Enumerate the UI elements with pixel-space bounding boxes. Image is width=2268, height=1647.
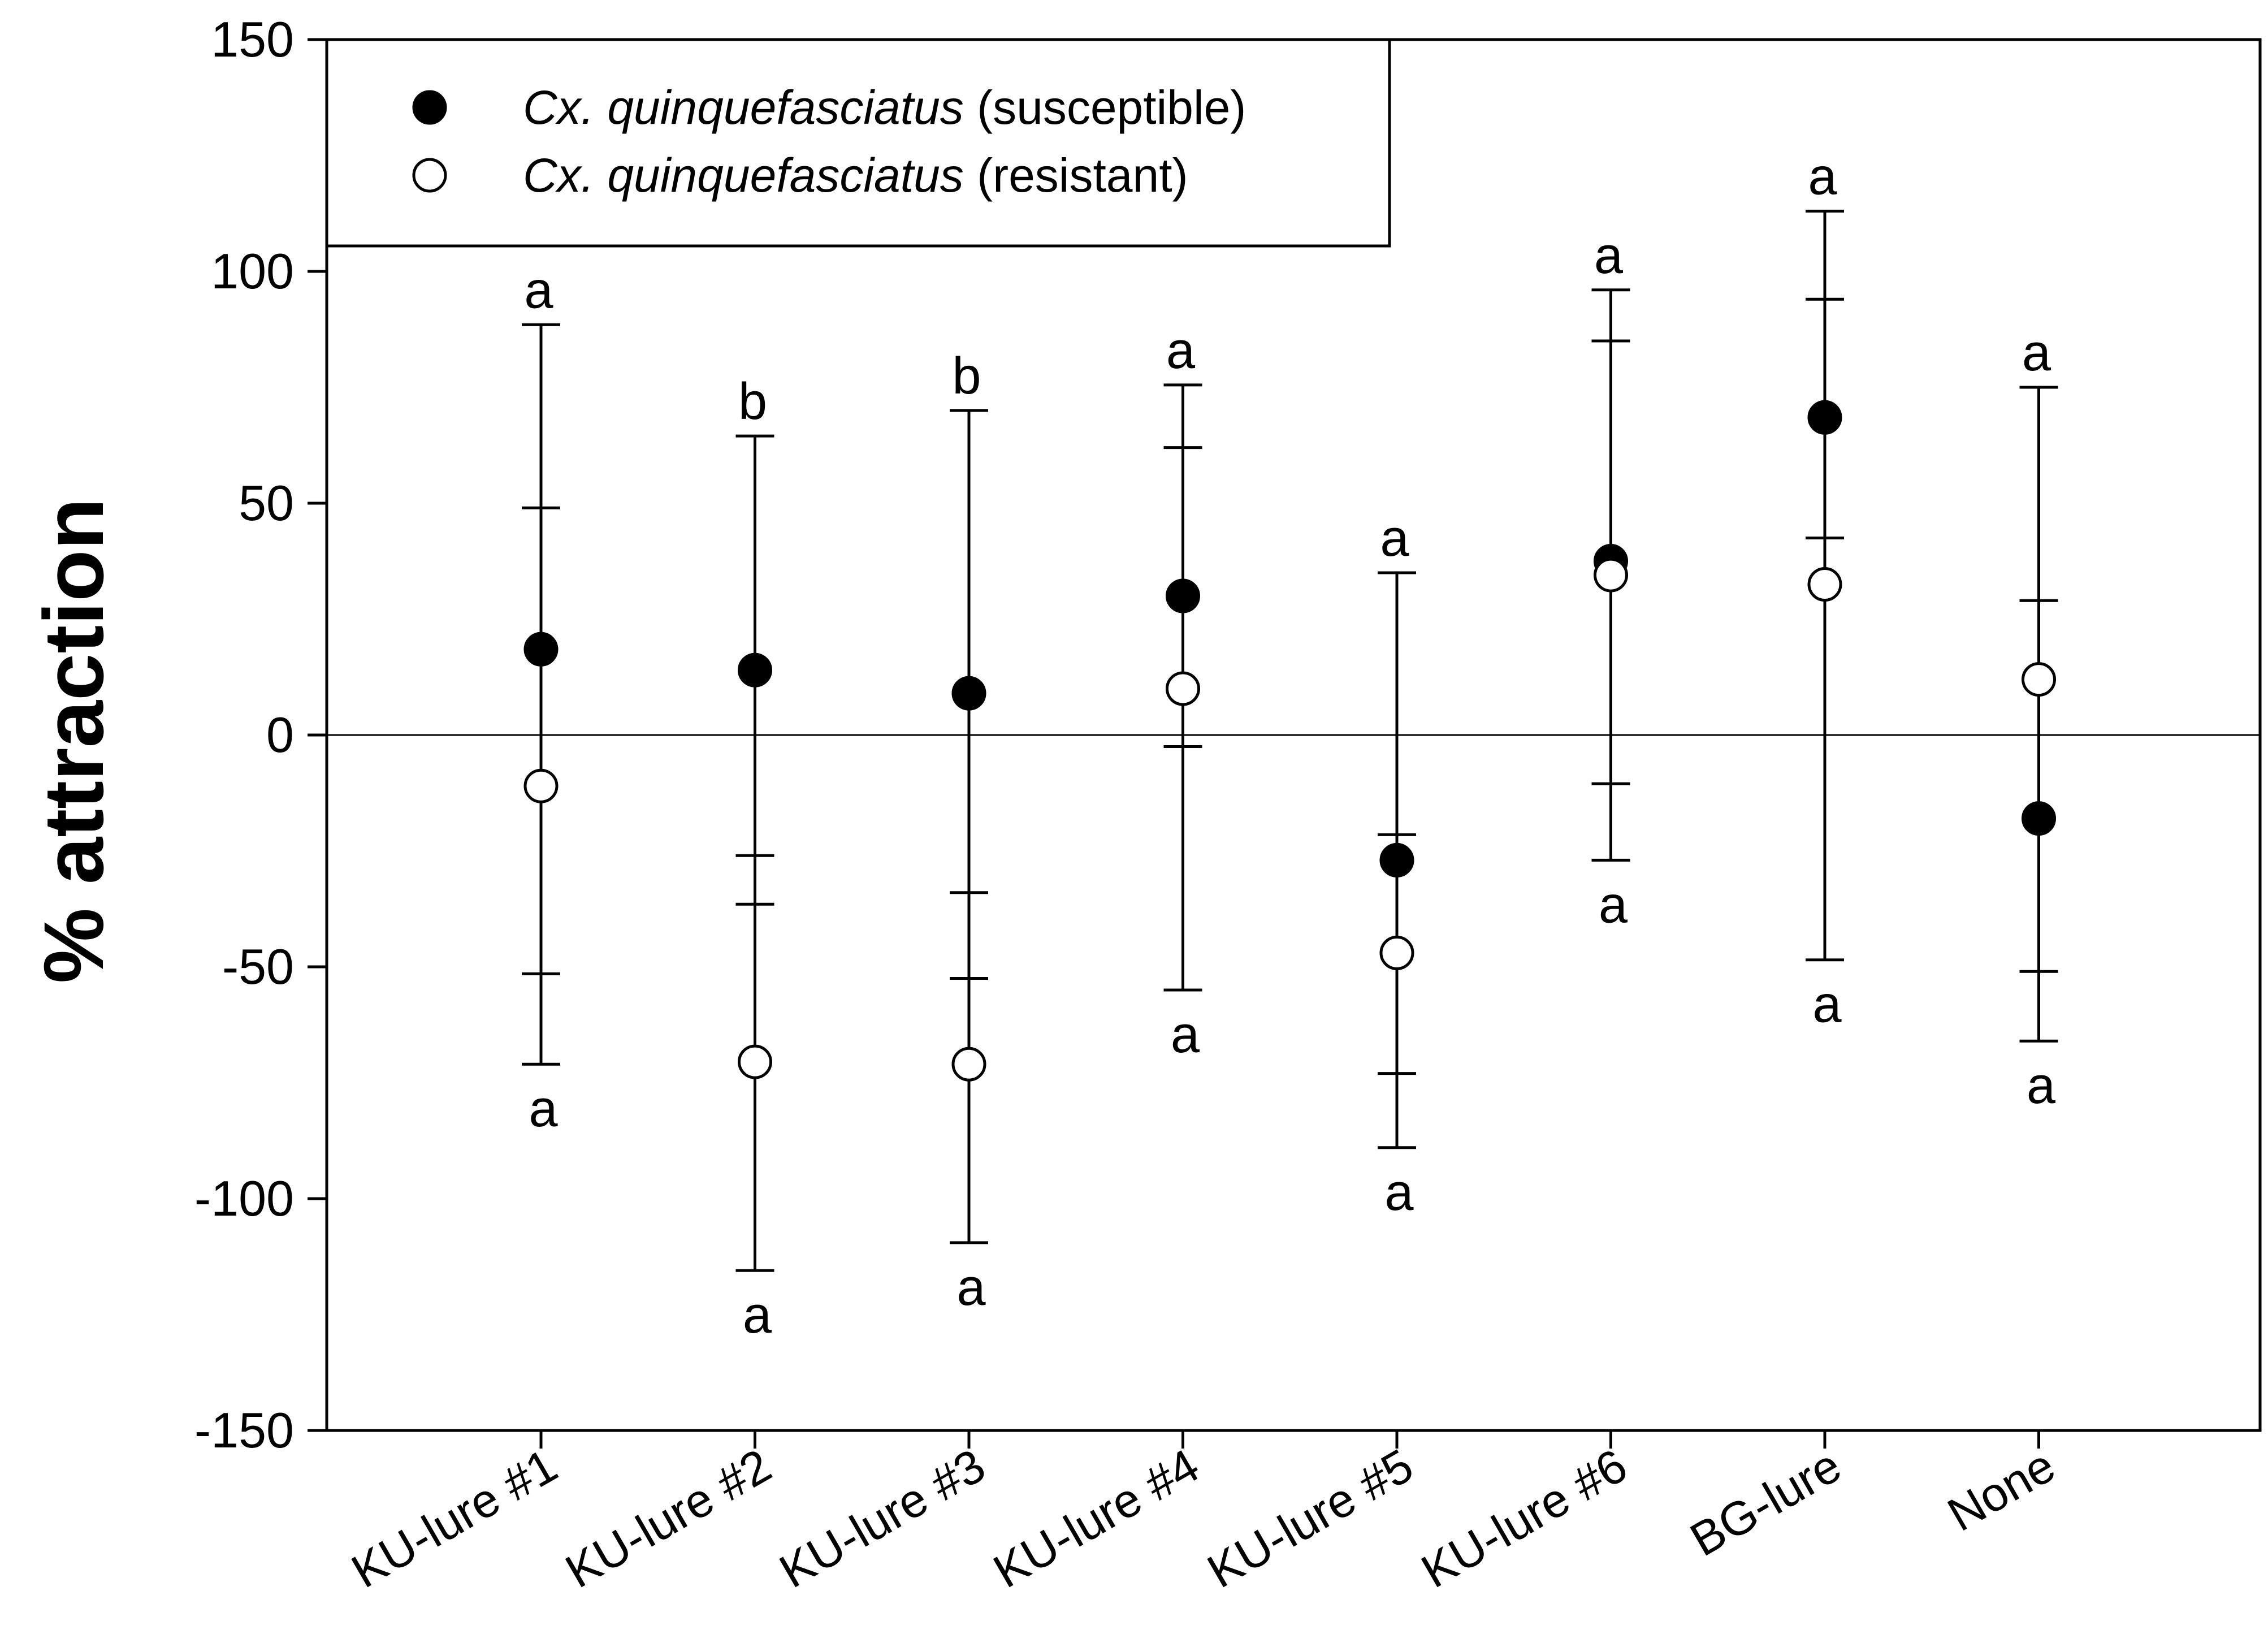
legend-label-strain: (susceptible) bbox=[964, 81, 1246, 134]
legend-marker bbox=[412, 90, 447, 125]
legend-label: Cx. quinquefasciatus (resistant) bbox=[523, 149, 1188, 202]
data-point-resistant bbox=[523, 768, 559, 803]
significance-letter-upper: a bbox=[1380, 509, 1409, 567]
legend-label-species: Cx. quinquefasciatus bbox=[523, 149, 964, 202]
y-tick-label: 0 bbox=[266, 707, 294, 763]
significance-letter-upper: a bbox=[1166, 322, 1196, 379]
x-axis-categories: KU-lure #1KU-lure #2KU-lure #3KU-lure #4… bbox=[343, 1430, 2064, 1598]
data-point-susceptible bbox=[951, 676, 986, 711]
y-tick-label: -150 bbox=[194, 1402, 294, 1458]
y-axis-label: % attraction bbox=[26, 498, 121, 983]
data-point-susceptible bbox=[1166, 578, 1200, 613]
significance-letter-upper: a bbox=[2022, 324, 2051, 382]
axes bbox=[325, 38, 2262, 1432]
significance-letter-lower: a bbox=[743, 1286, 772, 1344]
data-point-susceptible bbox=[523, 632, 559, 667]
y-axis-ticks: 150 100 50 0 -50 -100 -150 bbox=[194, 11, 327, 1458]
x-tick-label: KU-lure #3 bbox=[771, 1438, 994, 1598]
significance-letter-lower: a bbox=[956, 1259, 986, 1316]
data-point-resistant bbox=[951, 1047, 986, 1082]
data-point-resistant bbox=[2022, 662, 2056, 697]
y-tick-label: 100 bbox=[211, 243, 294, 299]
x-tick-label: KU-lure #6 bbox=[1413, 1438, 1636, 1598]
data-point-susceptible bbox=[2022, 801, 2056, 836]
data-point-susceptible bbox=[1807, 400, 1842, 435]
legend-label-species: Cx. quinquefasciatus bbox=[523, 81, 964, 134]
legend-label-strain: (resistant) bbox=[964, 149, 1188, 202]
significance-letter-lower: a bbox=[1812, 976, 1842, 1034]
y-tick-label: -100 bbox=[194, 1170, 294, 1226]
data-points bbox=[523, 400, 2056, 1082]
x-tick-label: KU-lure #5 bbox=[1198, 1438, 1422, 1598]
error-bars bbox=[522, 209, 2058, 1272]
data-point-resistant bbox=[1166, 671, 1200, 706]
legend-box bbox=[325, 38, 1391, 248]
significance-letter-upper: a bbox=[524, 261, 553, 319]
data-point-resistant bbox=[1379, 935, 1414, 970]
legend-label: Cx. quinquefasciatus (susceptible) bbox=[523, 81, 1246, 134]
data-point-resistant bbox=[738, 1044, 772, 1079]
significance-letter-lower: a bbox=[1599, 876, 1628, 933]
significance-letter-lower: a bbox=[2027, 1057, 2056, 1114]
y-tick-label: -50 bbox=[222, 939, 294, 995]
significance-letter-lower: a bbox=[1171, 1006, 1200, 1064]
significance-letter-upper: b bbox=[952, 347, 981, 405]
significance-letters: a a b a b a a a a a a a a a a a bbox=[524, 148, 2056, 1344]
x-tick-label: KU-lure #1 bbox=[343, 1438, 566, 1598]
data-point-susceptible bbox=[738, 652, 772, 688]
x-tick-label: KU-lure #4 bbox=[985, 1438, 1208, 1598]
y-tick-label: 50 bbox=[239, 475, 294, 531]
data-point-resistant bbox=[1594, 557, 1628, 593]
significance-letter-lower: a bbox=[529, 1080, 558, 1138]
x-tick-label: None bbox=[1939, 1438, 2064, 1541]
x-tick-label: KU-lure #2 bbox=[557, 1438, 780, 1598]
y-tick-label: 150 bbox=[211, 11, 294, 67]
legend-marker bbox=[412, 158, 447, 193]
data-point-susceptible bbox=[1379, 842, 1414, 877]
x-tick-label: BG-lure bbox=[1681, 1438, 1850, 1566]
significance-letter-upper: b bbox=[738, 373, 767, 430]
data-point-resistant bbox=[1807, 567, 1842, 602]
significance-letter-upper: a bbox=[1594, 227, 1624, 284]
legend: Cx. quinquefasciatus (susceptible)Cx. qu… bbox=[325, 38, 1391, 248]
significance-letter-upper: a bbox=[1808, 148, 1837, 205]
significance-letter-lower: a bbox=[1384, 1164, 1414, 1221]
